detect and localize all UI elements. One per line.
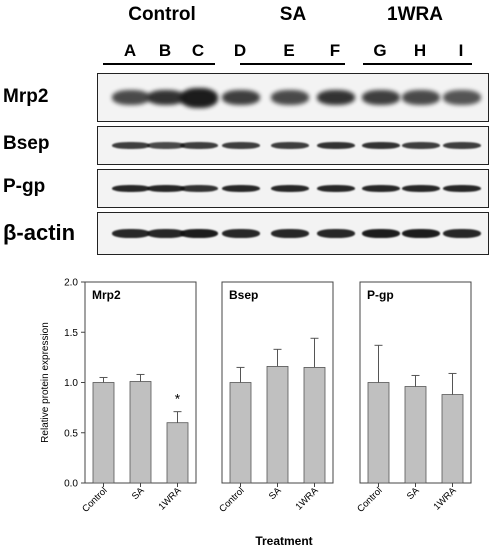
blot-band [180,87,218,108]
x-tick-label: 1WRA [293,485,321,513]
blot-band [271,142,309,149]
x-axis-label: Treatment [255,534,312,548]
blot-band [402,90,440,105]
blot-band [147,142,185,149]
bar [92,382,115,484]
x-tick-label: Control [217,485,246,514]
blot-band [112,185,150,192]
blot-band [147,90,185,105]
blot-band [222,185,260,192]
significance-marker: * [175,391,181,407]
blot-row-label: P-gp [3,176,46,197]
blot-panel [97,73,489,122]
lane-label: D [233,41,247,60]
x-tick-label: 1WRA [431,485,459,513]
x-tick-label: Control [80,485,109,514]
blot-row-label: Bsep [3,133,50,154]
y-tick-label: 0.5 [64,428,78,439]
x-tick-label: SA [405,485,422,502]
bar [367,382,390,484]
group-underline [103,63,215,65]
blot-band [112,229,150,238]
lane-label: I [458,41,464,60]
group-label-control: Control [128,4,196,25]
blot-band [180,229,218,238]
y-tick-label: 0.0 [64,479,78,490]
blot-band [147,185,185,192]
blot-band [362,229,400,238]
blot-band [402,142,440,149]
blot-band [222,90,260,105]
group-underline [240,63,345,65]
blot-band [147,229,185,238]
blot-band [317,142,355,149]
bar [266,366,289,484]
blot-panel [97,126,489,165]
blot-band [362,90,400,105]
lane-label: G [373,41,387,60]
blot-band [112,142,150,149]
blot-band [443,185,481,192]
bar [166,422,189,484]
blot-band [362,142,400,149]
blot-band [271,229,309,238]
blot-band [222,142,260,149]
blot-panel [97,212,489,255]
group-underline [363,63,472,65]
lane-label: C [191,41,205,60]
blot-band [180,142,218,149]
x-tick-label: SA [130,485,147,502]
bar [129,381,152,484]
blot-band [317,229,355,238]
y-tick-label: 2.0 [64,278,78,289]
blot-band [402,229,440,238]
lane-label: E [283,41,295,60]
lane-label: B [158,41,172,60]
blot-band [112,90,150,105]
chart-title: Bsep [229,288,258,302]
bar [404,386,427,484]
x-tick-label: SA [267,485,284,502]
blot-band [443,90,481,105]
bar [229,382,252,484]
chart-title: Mrp2 [92,288,121,302]
group-label-1wra: 1WRA [387,4,443,25]
x-tick-label: Control [355,485,384,514]
blot-band [222,229,260,238]
group-label-sa: SA [279,4,307,25]
y-tick-label: 1.5 [64,328,78,339]
blot-band [317,185,355,192]
bar [441,394,464,484]
chart-title: P-gp [367,288,394,302]
blot-band [271,90,309,105]
blot-panel [97,169,489,208]
blot-band [443,142,481,149]
y-tick-label: 1.0 [64,378,78,389]
bar-charts: Mrp2 Control SA * 1WRA 0.0 0.5 1.0 1.5 2.0 Relativ… [40,278,472,548]
blot-row-label: Mrp2 [3,86,49,107]
y-axis-label: Relative protein expression [40,322,51,443]
bar [303,367,326,484]
blot-band [443,229,481,238]
lane-label: A [123,41,137,60]
lane-label: H [413,41,427,60]
lane-label: F [329,41,341,60]
blot-row-label: β-actin [3,220,76,245]
x-tick-label: 1WRA [156,485,184,513]
blot-band [362,185,400,192]
blot-band [317,90,355,105]
blot-band [402,185,440,192]
blot-band [271,185,309,192]
blot-band [180,185,218,192]
